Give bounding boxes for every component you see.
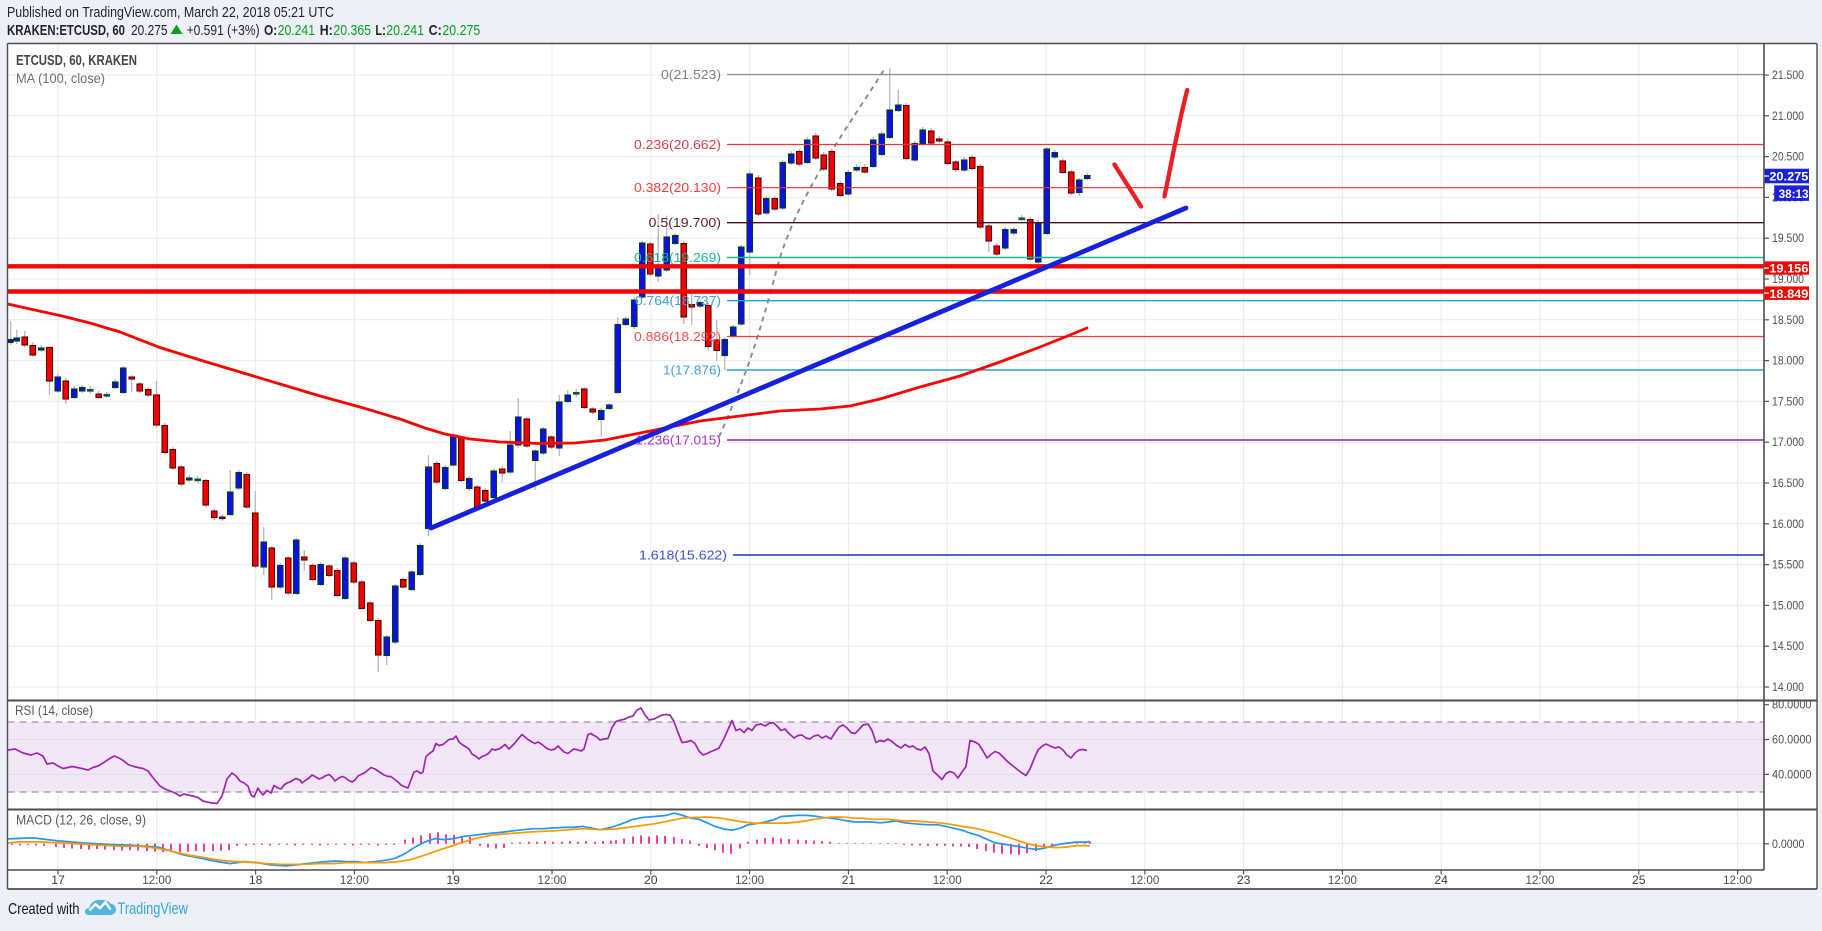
svg-text:H:: H: bbox=[320, 23, 333, 39]
svg-text:19.500: 19.500 bbox=[1772, 232, 1804, 245]
svg-text:23: 23 bbox=[1237, 873, 1251, 887]
svg-text:O:: O: bbox=[264, 23, 277, 39]
svg-text:0.236(20.662): 0.236(20.662) bbox=[634, 137, 721, 152]
svg-text:14.000: 14.000 bbox=[1772, 681, 1804, 694]
svg-text:Published on TradingView.com,: Published on TradingView.com, March 22, … bbox=[7, 5, 334, 21]
svg-text:20.241: 20.241 bbox=[386, 23, 424, 39]
svg-text:20.241: 20.241 bbox=[278, 23, 315, 39]
svg-text:12:00: 12:00 bbox=[1723, 874, 1752, 887]
svg-text:RSI (14, close): RSI (14, close) bbox=[15, 702, 93, 718]
svg-text:1.618(15.622): 1.618(15.622) bbox=[639, 548, 727, 563]
svg-text:19.000: 19.000 bbox=[1772, 273, 1804, 286]
svg-text:20: 20 bbox=[644, 873, 658, 887]
svg-text:12:00: 12:00 bbox=[735, 874, 764, 887]
svg-text:17: 17 bbox=[51, 873, 65, 887]
svg-text:0.0000: 0.0000 bbox=[1772, 838, 1804, 851]
svg-text:17.500: 17.500 bbox=[1772, 395, 1804, 408]
svg-text:25: 25 bbox=[1632, 873, 1646, 887]
svg-text:21.500: 21.500 bbox=[1772, 69, 1804, 82]
svg-text:40.0000: 40.0000 bbox=[1772, 768, 1812, 781]
svg-text:0.618(19.269): 0.618(19.269) bbox=[634, 250, 721, 265]
svg-text:12:00: 12:00 bbox=[142, 874, 171, 887]
svg-text:19: 19 bbox=[446, 873, 460, 887]
svg-text:17.000: 17.000 bbox=[1772, 436, 1804, 449]
svg-text:+0.591 (+3%): +0.591 (+3%) bbox=[187, 23, 260, 39]
svg-text:18.849: 18.849 bbox=[1769, 287, 1808, 301]
svg-text:60.0000: 60.0000 bbox=[1772, 734, 1812, 747]
svg-text:12:00: 12:00 bbox=[933, 874, 962, 887]
svg-text:1.236(17.015): 1.236(17.015) bbox=[636, 433, 722, 448]
svg-text:KRAKEN:ETCUSD, 60: KRAKEN:ETCUSD, 60 bbox=[7, 23, 125, 39]
svg-text:MA (100, close): MA (100, close) bbox=[16, 70, 105, 86]
svg-text:ETCUSD, 60, KRAKEN: ETCUSD, 60, KRAKEN bbox=[16, 53, 137, 69]
svg-text:18.000: 18.000 bbox=[1772, 355, 1804, 368]
svg-text:20.500: 20.500 bbox=[1772, 151, 1804, 164]
svg-text:1(17.876): 1(17.876) bbox=[663, 363, 721, 378]
svg-text:12:00: 12:00 bbox=[1130, 874, 1159, 887]
svg-text:20.275: 20.275 bbox=[442, 23, 480, 39]
svg-text:18.500: 18.500 bbox=[1772, 314, 1804, 327]
svg-text:0.5(19.700): 0.5(19.700) bbox=[649, 215, 722, 230]
svg-text:14.500: 14.500 bbox=[1772, 640, 1804, 653]
svg-text:18: 18 bbox=[249, 873, 263, 887]
svg-text:12:00: 12:00 bbox=[340, 874, 369, 887]
svg-text:L:: L: bbox=[375, 23, 385, 39]
svg-text:12:00: 12:00 bbox=[1526, 874, 1555, 887]
svg-text:TradingView: TradingView bbox=[118, 900, 188, 918]
svg-text:20.365: 20.365 bbox=[333, 23, 371, 39]
svg-text:0.886(18.292): 0.886(18.292) bbox=[634, 329, 721, 344]
svg-text:21.000: 21.000 bbox=[1772, 110, 1804, 123]
svg-text:20.275: 20.275 bbox=[131, 23, 168, 39]
svg-text:19.156: 19.156 bbox=[1769, 262, 1808, 276]
svg-text:MACD (12, 26, close, 9): MACD (12, 26, close, 9) bbox=[16, 812, 146, 828]
svg-text:20.275: 20.275 bbox=[1769, 170, 1808, 184]
svg-text:15.500: 15.500 bbox=[1772, 559, 1804, 572]
svg-text:0.382(20.130): 0.382(20.130) bbox=[634, 180, 721, 195]
svg-text:21: 21 bbox=[842, 873, 856, 887]
svg-text:38:13: 38:13 bbox=[1779, 187, 1809, 201]
svg-text:12:00: 12:00 bbox=[1328, 874, 1357, 887]
svg-text:80.0000: 80.0000 bbox=[1772, 699, 1812, 712]
svg-text:0(21.523): 0(21.523) bbox=[661, 67, 721, 82]
svg-text:0.764(18.737): 0.764(18.737) bbox=[635, 293, 721, 308]
svg-text:12:00: 12:00 bbox=[538, 874, 567, 887]
svg-text:15.000: 15.000 bbox=[1772, 599, 1804, 612]
svg-text:Created with: Created with bbox=[8, 901, 80, 918]
svg-text:C:: C: bbox=[429, 23, 442, 39]
svg-text:22: 22 bbox=[1039, 873, 1053, 887]
svg-text:16.000: 16.000 bbox=[1772, 518, 1804, 531]
svg-text:16.500: 16.500 bbox=[1772, 477, 1804, 490]
svg-text:24: 24 bbox=[1434, 873, 1448, 887]
